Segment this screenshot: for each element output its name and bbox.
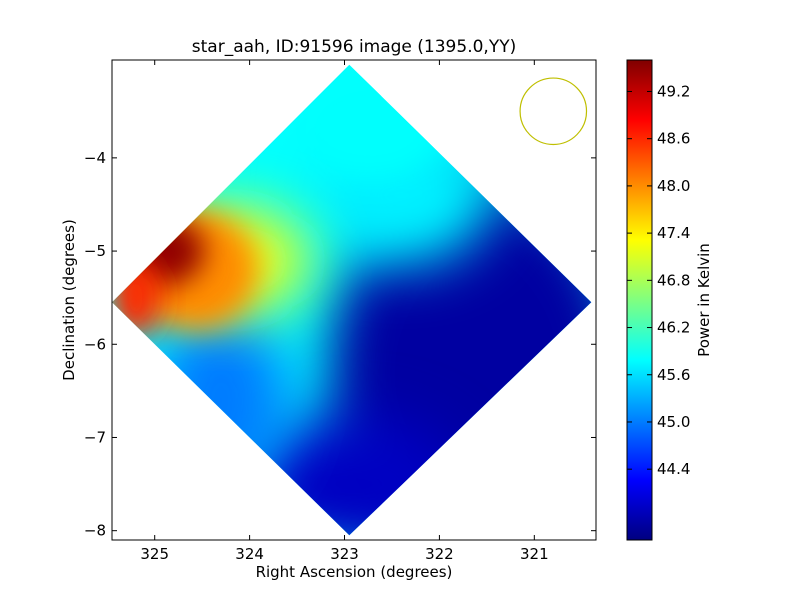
colorbar-tick-label: 47.4 bbox=[657, 224, 690, 242]
colorbar-tick-label: 46.2 bbox=[657, 319, 690, 337]
x-tick-label: 323 bbox=[330, 545, 359, 563]
x-tick-label: 325 bbox=[140, 545, 169, 563]
chart-title: star_aah, ID:91596 image (1395.0,YY) bbox=[192, 37, 516, 57]
x-axis-label: Right Ascension (degrees) bbox=[256, 563, 453, 581]
colorbar-tick-label: 48.6 bbox=[657, 130, 690, 148]
colorbar-tick-label: 44.4 bbox=[657, 460, 690, 478]
colorbar-ticks: 44.4 45.0 45.6 46.2 46.8 47.4 48.0 48.6 49.2 bbox=[627, 82, 690, 478]
y-tick-label: −8 bbox=[84, 522, 106, 540]
y-tick-label: −4 bbox=[84, 149, 106, 167]
colorbar bbox=[626, 59, 653, 541]
colorbar-tick-label: 48.0 bbox=[657, 177, 690, 195]
colorbar-label: Power in Kelvin bbox=[695, 243, 713, 357]
x-axis-ticks: 325 324 323 322 321 bbox=[140, 60, 549, 563]
heatmap-blob bbox=[151, 310, 292, 491]
colorbar-tick-label: 45.6 bbox=[657, 366, 690, 384]
heatmap-blob bbox=[114, 216, 205, 287]
plot-frame bbox=[111, 59, 597, 541]
x-tick-label: 321 bbox=[520, 545, 549, 563]
x-tick-label: 322 bbox=[425, 545, 454, 563]
heatmap-blob bbox=[302, 79, 443, 180]
y-tick-label: −6 bbox=[84, 335, 106, 353]
y-axis-ticks: −4 −5 −6 −7 −8 bbox=[84, 149, 596, 540]
y-axis-label: Declination (degrees) bbox=[60, 219, 78, 381]
y-tick-label: −7 bbox=[84, 428, 106, 446]
heatmap-blob bbox=[112, 257, 161, 338]
colorbar-tick-label: 46.8 bbox=[657, 271, 690, 289]
y-tick-label: −5 bbox=[84, 242, 106, 260]
colorbar-tick-label: 49.2 bbox=[657, 82, 690, 100]
colorbar-tick-label: 45.0 bbox=[657, 413, 690, 431]
heatmap-image bbox=[112, 64, 592, 536]
heatmap-area bbox=[112, 64, 592, 536]
beam-circle bbox=[519, 77, 588, 146]
x-tick-label: 324 bbox=[235, 545, 264, 563]
